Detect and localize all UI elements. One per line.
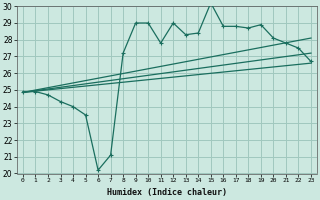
X-axis label: Humidex (Indice chaleur): Humidex (Indice chaleur) <box>107 188 227 197</box>
